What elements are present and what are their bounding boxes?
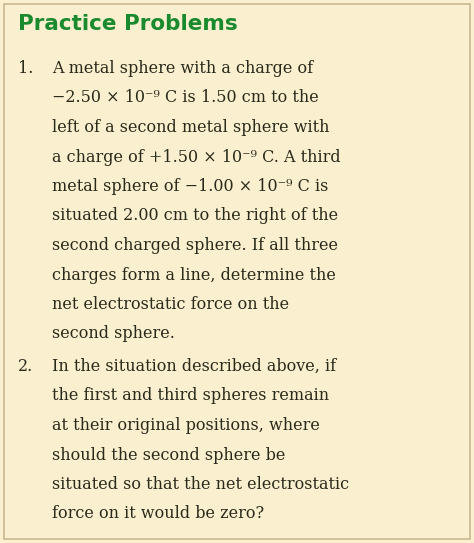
Text: 1.: 1. <box>18 60 33 77</box>
Text: In the situation described above, if: In the situation described above, if <box>52 358 336 375</box>
Text: charges form a line, determine the: charges form a line, determine the <box>52 267 336 283</box>
Text: a charge of +1.50 × 10⁻⁹ C. A third: a charge of +1.50 × 10⁻⁹ C. A third <box>52 148 341 166</box>
Text: Practice Problems: Practice Problems <box>18 14 238 34</box>
Text: A metal sphere with a charge of: A metal sphere with a charge of <box>52 60 313 77</box>
Text: metal sphere of −1.00 × 10⁻⁹ C is: metal sphere of −1.00 × 10⁻⁹ C is <box>52 178 328 195</box>
Text: second charged sphere. If all three: second charged sphere. If all three <box>52 237 338 254</box>
Text: situated 2.00 cm to the right of the: situated 2.00 cm to the right of the <box>52 207 338 224</box>
Text: 2.: 2. <box>18 358 33 375</box>
Text: left of a second metal sphere with: left of a second metal sphere with <box>52 119 329 136</box>
Text: −2.50 × 10⁻⁹ C is 1.50 cm to the: −2.50 × 10⁻⁹ C is 1.50 cm to the <box>52 90 319 106</box>
FancyBboxPatch shape <box>4 4 470 539</box>
Text: situated so that the net electrostatic: situated so that the net electrostatic <box>52 476 349 493</box>
Text: second sphere.: second sphere. <box>52 325 175 343</box>
Text: force on it would be zero?: force on it would be zero? <box>52 506 264 522</box>
Text: should the second sphere be: should the second sphere be <box>52 446 285 464</box>
Text: net electrostatic force on the: net electrostatic force on the <box>52 296 289 313</box>
Text: at their original positions, where: at their original positions, where <box>52 417 320 434</box>
Text: the first and third spheres remain: the first and third spheres remain <box>52 388 329 405</box>
